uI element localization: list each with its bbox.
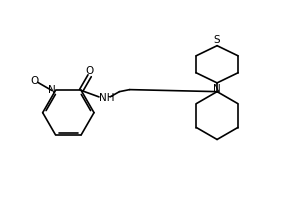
Text: O: O	[85, 66, 94, 76]
Text: NH: NH	[98, 93, 114, 103]
Text: S: S	[214, 35, 220, 45]
Text: N: N	[213, 84, 221, 94]
Text: N: N	[48, 85, 56, 95]
Text: O: O	[30, 76, 38, 86]
